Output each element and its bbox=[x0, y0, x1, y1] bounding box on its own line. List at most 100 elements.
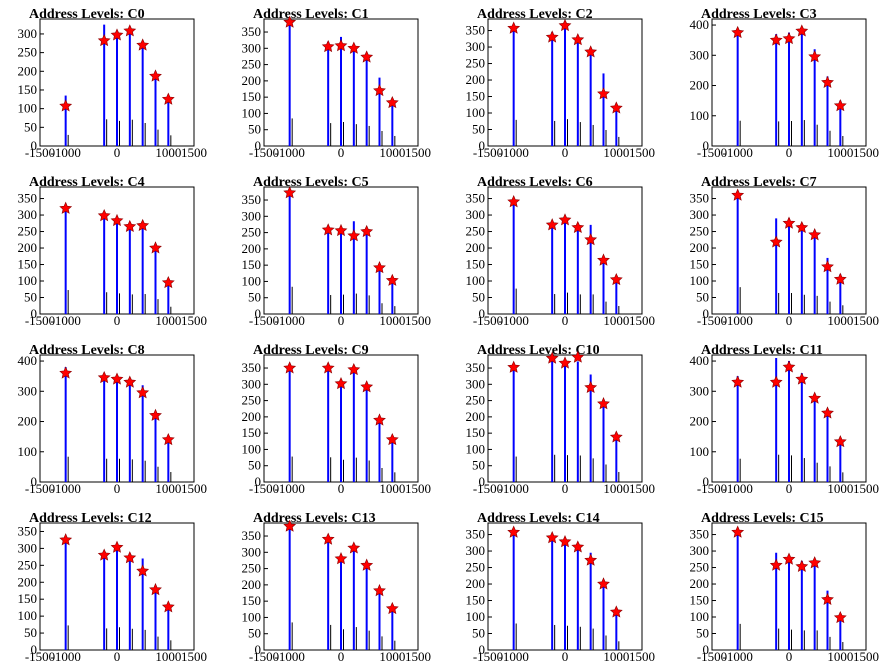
y-tick-label: 150 bbox=[242, 89, 262, 104]
y-tick-label: 200 bbox=[18, 574, 38, 589]
x-tick-label: 0 bbox=[562, 313, 569, 328]
chart-title: Address Levels: C12 bbox=[29, 511, 152, 526]
y-tick-label: 100 bbox=[18, 101, 38, 116]
y-tick-label: 100 bbox=[690, 609, 710, 624]
y-tick-label: 200 bbox=[466, 409, 486, 424]
star-marker bbox=[609, 430, 623, 443]
y-tick-label: 100 bbox=[690, 273, 710, 288]
x-tick-label: -1500 bbox=[473, 481, 503, 496]
y-tick-label: 100 bbox=[242, 273, 262, 288]
star-marker bbox=[283, 519, 297, 532]
x-tick-label: -1500 bbox=[697, 313, 727, 328]
y-tick-label: 250 bbox=[18, 224, 38, 239]
x-tick-label: 1000 bbox=[603, 145, 629, 160]
chart-title: Address Levels: C0 bbox=[29, 7, 145, 22]
y-tick-label: 150 bbox=[242, 425, 262, 440]
star-marker bbox=[558, 535, 572, 548]
star-marker bbox=[795, 220, 809, 233]
chart-svg: Address Levels: C5050100150200250300350-… bbox=[242, 175, 432, 328]
x-tick-label: -1500 bbox=[25, 145, 55, 160]
star-marker bbox=[385, 95, 399, 109]
y-tick-label: 100 bbox=[242, 609, 262, 624]
star-marker bbox=[123, 24, 137, 37]
y-tick-label: 200 bbox=[690, 240, 710, 255]
x-tick-label: -1500 bbox=[249, 313, 279, 328]
star-marker bbox=[97, 370, 111, 384]
chart-panel: Address Levels: C2 0 50 100 150 200 250 300 350-… bbox=[448, 0, 672, 168]
y-tick-label: 50 bbox=[472, 458, 485, 473]
y-tick-label: 50 bbox=[472, 626, 485, 641]
star-marker bbox=[782, 216, 796, 229]
y-tick-label: 50 bbox=[248, 290, 261, 305]
y-tick-label: 300 bbox=[466, 543, 486, 558]
star-marker bbox=[110, 213, 124, 227]
x-tick-label: 1500 bbox=[405, 481, 431, 496]
y-tick-label: 0 bbox=[255, 138, 262, 153]
x-tick-label: -1000 bbox=[50, 313, 80, 328]
star-marker bbox=[833, 272, 847, 285]
star-marker bbox=[97, 33, 111, 47]
x-tick-label: 1500 bbox=[629, 481, 655, 496]
x-tick-label: 0 bbox=[562, 145, 569, 160]
y-tick-label: 0 bbox=[31, 474, 38, 489]
x-tick-label: -1500 bbox=[249, 481, 279, 496]
y-tick-label: 150 bbox=[242, 593, 262, 608]
x-tick-label: -1000 bbox=[722, 145, 752, 160]
x-tick-label: -1500 bbox=[25, 481, 55, 496]
x-tick-label: 0 bbox=[114, 313, 121, 328]
x-tick-label: 1500 bbox=[181, 145, 207, 160]
star-marker bbox=[545, 30, 559, 43]
y-tick-label: 0 bbox=[703, 306, 710, 321]
star-marker bbox=[360, 224, 374, 238]
chart-panel: Address Levels: C5 0 50 100 150 200 250 300 350-… bbox=[224, 168, 448, 336]
y-tick-label: 0 bbox=[703, 474, 710, 489]
x-tick-label: 0 bbox=[338, 145, 345, 160]
x-tick-label: 1000 bbox=[155, 145, 181, 160]
star-marker bbox=[609, 605, 623, 618]
y-tick-label: 100 bbox=[18, 608, 38, 623]
x-tick-label: -1000 bbox=[274, 145, 304, 160]
chart-svg: Address Levels: C7050100150200250300350-… bbox=[690, 175, 880, 328]
y-tick-label: 100 bbox=[242, 441, 262, 456]
x-tick-label: 1000 bbox=[827, 145, 853, 160]
chart-svg: Address Levels: C9050100150200250300350-… bbox=[242, 343, 432, 496]
y-tick-label: 150 bbox=[466, 593, 486, 608]
y-tick-label: 200 bbox=[466, 72, 486, 87]
chart-panel: Address Levels: C13 0 50 100 150 200 250 300 350… bbox=[224, 504, 448, 672]
y-tick-label: 350 bbox=[690, 191, 710, 206]
star-marker bbox=[283, 15, 297, 28]
star-marker bbox=[558, 356, 572, 369]
star-marker bbox=[136, 218, 150, 232]
x-tick-label: 0 bbox=[562, 649, 569, 664]
y-tick-label: 350 bbox=[466, 360, 486, 375]
star-marker bbox=[59, 201, 73, 214]
star-marker bbox=[808, 391, 822, 404]
y-tick-label: 50 bbox=[472, 122, 485, 137]
y-tick-label: 300 bbox=[690, 383, 710, 398]
x-tick-label: 1000 bbox=[827, 481, 853, 496]
x-tick-label: 1500 bbox=[405, 313, 431, 328]
x-tick-label: 0 bbox=[786, 313, 793, 328]
y-tick-label: 200 bbox=[690, 78, 710, 93]
chart-title: Address Levels: C1 bbox=[253, 7, 369, 22]
x-tick-label: -1500 bbox=[249, 145, 279, 160]
x-tick-label: 1500 bbox=[853, 649, 879, 664]
x-tick-label: 0 bbox=[338, 649, 345, 664]
x-tick-label: -1000 bbox=[274, 313, 304, 328]
star-marker bbox=[584, 380, 598, 393]
y-tick-label: 300 bbox=[18, 383, 38, 398]
y-tick-label: 100 bbox=[466, 441, 486, 456]
star-marker bbox=[136, 38, 150, 51]
chart-svg: Address Levels: C2050100150200250300350-… bbox=[466, 7, 656, 160]
chart-panel: Address Levels: C15 0 50 100 150 200 250 300 350… bbox=[672, 504, 896, 672]
chart-svg: Address Levels: C4050100150200250300350-… bbox=[18, 175, 208, 328]
y-tick-label: 250 bbox=[466, 393, 486, 408]
star-marker bbox=[558, 213, 572, 226]
x-tick-label: -1000 bbox=[722, 481, 752, 496]
star-marker bbox=[821, 260, 834, 273]
y-tick-label: 50 bbox=[696, 290, 709, 305]
y-tick-label: 400 bbox=[18, 353, 38, 368]
x-tick-label: -1500 bbox=[697, 481, 727, 496]
y-tick-label: 250 bbox=[466, 224, 486, 239]
